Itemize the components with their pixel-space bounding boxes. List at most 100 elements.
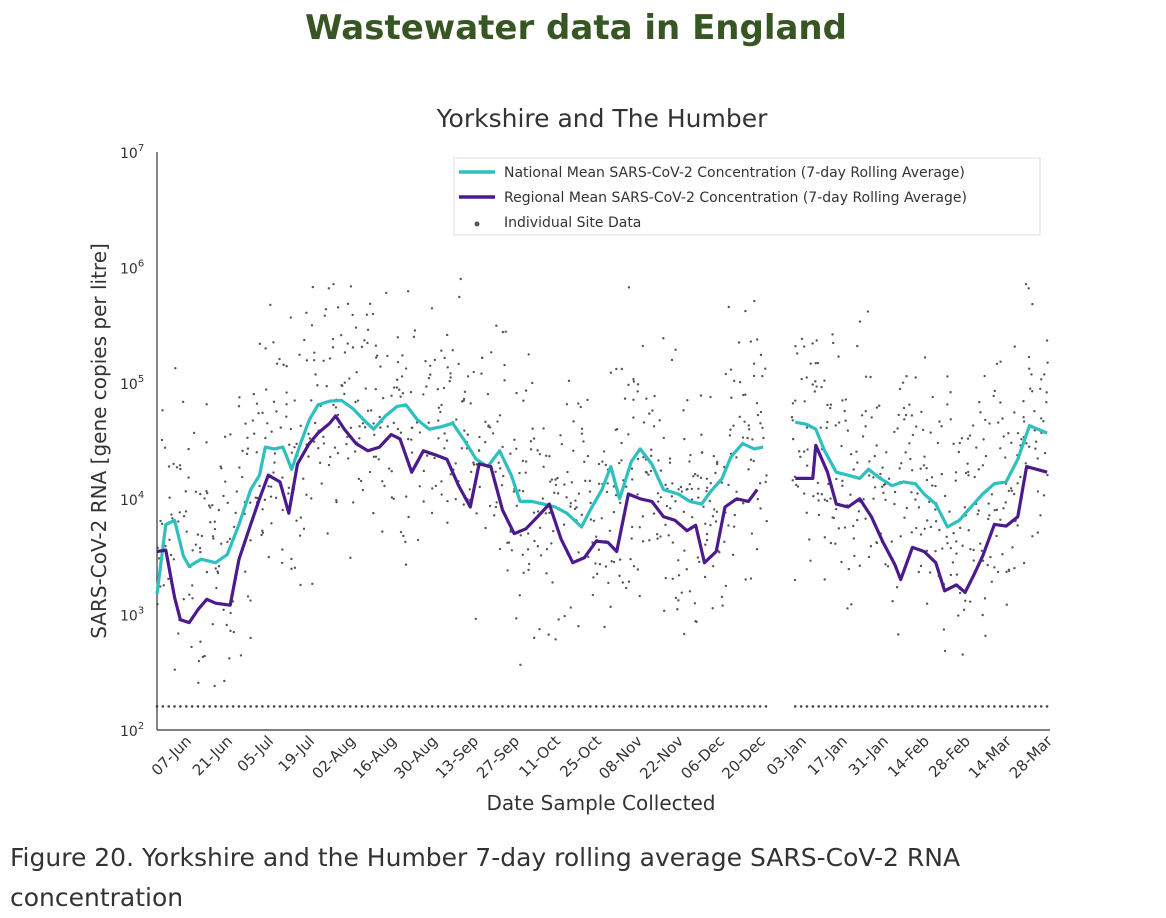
site-dot [284, 705, 288, 708]
site-dot [714, 471, 717, 475]
site-dot [226, 501, 229, 505]
site-dot [917, 570, 921, 574]
site-dot [931, 484, 934, 487]
site-dot [664, 523, 667, 527]
site-dot [869, 375, 872, 379]
site-dot [665, 705, 668, 708]
site-dot [938, 528, 941, 532]
site-dot [946, 541, 949, 545]
site-dot [936, 441, 940, 445]
site-dot [396, 427, 400, 431]
site-dot [337, 425, 341, 429]
site-dot [926, 519, 929, 522]
site-dot [238, 466, 241, 469]
site-dot [904, 413, 908, 417]
site-dot [816, 492, 820, 495]
site-dot [790, 415, 794, 419]
chart: Yorkshire and The Humber 102 103 104 105 106… [87, 104, 1056, 815]
site-dot [702, 505, 705, 508]
y-tick-label: 103 [120, 605, 144, 624]
site-dot [436, 388, 440, 391]
site-dot [325, 705, 329, 708]
site-dot [752, 362, 756, 365]
site-dot [811, 342, 814, 345]
site-dot [600, 517, 603, 520]
site-dot [225, 705, 229, 708]
site-dot [274, 496, 278, 500]
site-dot [515, 617, 518, 620]
site-dot [413, 329, 417, 332]
site-dot [443, 447, 446, 450]
site-dot [1013, 566, 1016, 570]
site-dot [899, 535, 902, 538]
site-dot [484, 526, 487, 530]
site-dot [418, 431, 422, 434]
site-dot [206, 491, 209, 495]
site-dot [1036, 490, 1040, 493]
site-dot [244, 422, 247, 425]
site-dot [642, 421, 646, 424]
site-dot [160, 522, 164, 526]
site-dot [765, 474, 768, 477]
site-dot [211, 503, 214, 507]
site-dot [682, 409, 685, 412]
site-dot [811, 383, 814, 386]
site-dot [249, 539, 252, 542]
site-dot [478, 435, 481, 439]
site-dot [524, 705, 528, 708]
site-dot [604, 463, 608, 467]
site-dot [494, 470, 497, 474]
series-lines [155, 398, 1048, 625]
site-dot [1010, 489, 1014, 492]
site-dot [840, 444, 843, 448]
site-dot [831, 516, 834, 519]
site-dot [692, 475, 695, 478]
site-dot [255, 705, 258, 708]
site-dot [378, 415, 382, 419]
site-dot [295, 442, 298, 446]
site-dot [943, 649, 947, 653]
site-dot [677, 599, 680, 602]
site-dot [653, 705, 657, 708]
site-dot [898, 387, 902, 391]
site-dot [610, 560, 613, 563]
site-dot [430, 511, 434, 515]
site-dot [288, 443, 291, 446]
site-dot [336, 413, 340, 416]
site-dot [463, 429, 466, 432]
site-dot [506, 569, 509, 572]
site-dot [550, 542, 553, 545]
site-dot [1022, 420, 1026, 423]
site-dot [536, 545, 540, 548]
site-dot [199, 550, 202, 554]
site-dot [337, 705, 340, 708]
site-dot [1045, 400, 1048, 404]
site-dot [351, 501, 355, 504]
site-dot [317, 447, 320, 450]
site-dot [861, 435, 865, 438]
site-dot [796, 352, 799, 355]
site-dot [1016, 705, 1020, 708]
site-dot [446, 499, 449, 503]
site-dot [696, 474, 699, 477]
site-dot [914, 376, 917, 379]
site-dot [296, 705, 299, 708]
site-dot [645, 471, 649, 474]
site-dot [816, 481, 820, 485]
site-dot [753, 299, 756, 303]
site-dot [281, 548, 284, 551]
site-dot [331, 337, 335, 341]
site-dot [197, 659, 201, 663]
site-dot [952, 531, 955, 535]
site-dot [908, 403, 911, 406]
site-dot [632, 377, 635, 381]
site-dot [345, 442, 348, 446]
site-dot [533, 539, 536, 543]
site-dot [346, 435, 349, 439]
site-dot [501, 330, 505, 334]
site-dot [287, 492, 290, 495]
site-dot [349, 285, 353, 288]
site-dot [948, 510, 951, 513]
site-dot [664, 576, 667, 580]
site-dot [425, 454, 429, 457]
